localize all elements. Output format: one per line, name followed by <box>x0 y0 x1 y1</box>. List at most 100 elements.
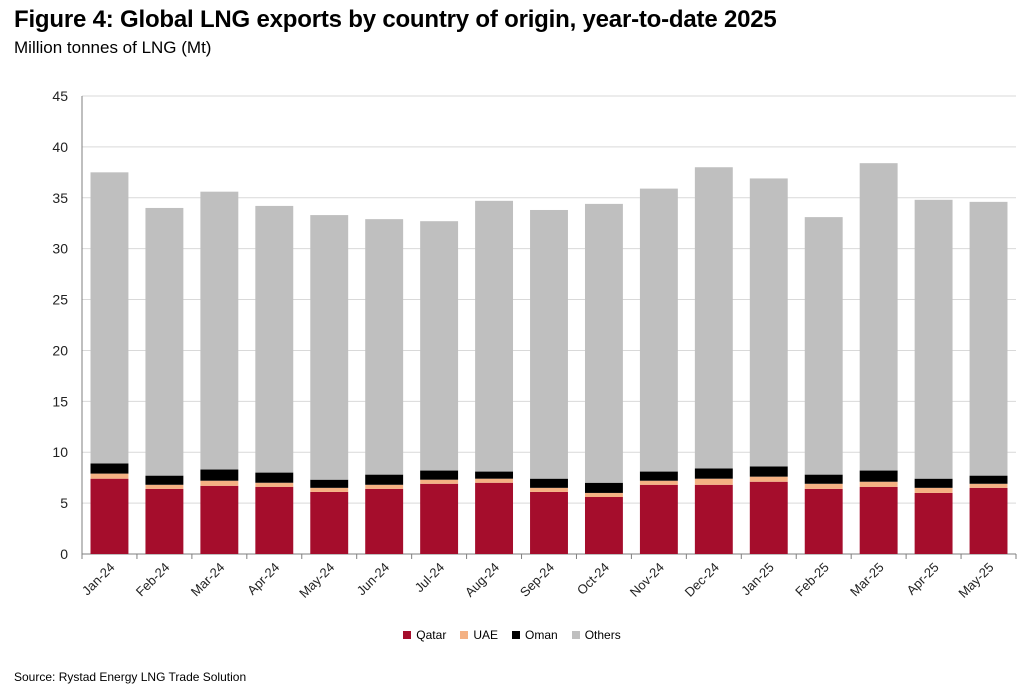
bar-qatar-jan-25 <box>749 481 788 554</box>
source-note: Source: Rystad Energy LNG Trade Solution <box>14 670 247 684</box>
x-tick-label: Sep-24 <box>517 560 557 600</box>
bar-oman-oct-24 <box>584 482 623 493</box>
y-tick-label: 20 <box>52 342 68 358</box>
x-tick-label: Jan-25 <box>738 560 777 599</box>
y-tick-label: 15 <box>52 393 68 409</box>
x-tick-label: Nov-24 <box>627 560 667 600</box>
bar-qatar-may-24 <box>310 491 349 554</box>
bar-others-mar-25 <box>859 163 898 471</box>
y-tick-label: 25 <box>52 292 68 308</box>
bar-qatar-mar-25 <box>859 486 898 554</box>
bar-others-feb-25 <box>804 217 843 475</box>
bar-qatar-apr-25 <box>914 492 953 554</box>
legend-label: Qatar <box>416 628 447 642</box>
bar-qatar-oct-24 <box>584 497 623 554</box>
bar-others-dec-24 <box>694 167 733 469</box>
bar-uae-nov-24 <box>639 480 678 485</box>
x-tick-label: Feb-24 <box>133 560 173 600</box>
bar-qatar-mar-24 <box>200 485 239 554</box>
bar-oman-may-25 <box>969 475 1008 484</box>
x-tick-label: Jun-24 <box>354 560 393 599</box>
x-tick-label: Dec-24 <box>682 560 722 600</box>
x-tick-label: Aug-24 <box>462 560 502 600</box>
bar-uae-mar-24 <box>200 480 239 486</box>
bar-others-jun-24 <box>365 219 404 475</box>
bar-others-feb-24 <box>145 207 184 476</box>
bar-oman-apr-25 <box>914 478 953 488</box>
bar-others-sep-24 <box>530 209 568 479</box>
x-tick-label: Feb-25 <box>792 560 832 600</box>
bar-uae-may-24 <box>310 487 349 492</box>
bar-oman-sep-24 <box>530 478 568 488</box>
bar-others-nov-24 <box>639 188 678 472</box>
bar-others-apr-24 <box>255 205 294 473</box>
bar-oman-jul-24 <box>420 470 459 480</box>
legend-item-qatar: Qatar <box>403 628 446 642</box>
bar-oman-dec-24 <box>694 468 733 479</box>
legend-swatch <box>512 631 520 639</box>
bar-uae-feb-24 <box>145 484 184 489</box>
bar-oman-nov-24 <box>639 471 678 481</box>
bar-qatar-nov-24 <box>639 484 678 554</box>
bar-others-jul-24 <box>420 221 459 471</box>
bar-qatar-dec-24 <box>694 484 733 554</box>
legend-swatch <box>571 631 580 639</box>
chart-subtitle: Million tonnes of LNG (Mt) <box>14 38 212 57</box>
bar-oman-mar-24 <box>200 469 239 481</box>
bar-oman-aug-24 <box>475 471 514 479</box>
chart-legend: Qatar UAE Oman Others <box>0 628 1024 642</box>
bar-uae-oct-24 <box>584 492 623 498</box>
x-tick-label: Jan-24 <box>79 560 118 599</box>
x-tick-label: Apr-25 <box>904 560 942 598</box>
bar-oman-apr-24 <box>255 472 294 483</box>
bar-others-jan-25 <box>749 178 788 467</box>
bar-uae-may-25 <box>969 483 1008 488</box>
bar-uae-sep-24 <box>530 487 568 492</box>
bar-qatar-may-25 <box>969 487 1008 554</box>
bar-oman-jan-24 <box>90 463 129 474</box>
bar-qatar-apr-24 <box>255 486 294 554</box>
bar-oman-feb-24 <box>145 475 184 485</box>
bar-others-oct-24 <box>584 203 623 483</box>
legend-label: Others <box>584 628 621 642</box>
bar-qatar-sep-24 <box>530 491 568 554</box>
bar-others-may-25 <box>969 201 1008 476</box>
y-tick-label: 30 <box>52 241 68 257</box>
y-tick-label: 40 <box>52 139 68 155</box>
bar-others-mar-24 <box>200 191 239 470</box>
y-tick-label: 45 <box>52 88 68 104</box>
bar-oman-jan-25 <box>749 466 788 477</box>
legend-item-oman: Oman <box>512 628 558 642</box>
bar-qatar-jul-24 <box>420 483 459 554</box>
bar-oman-may-24 <box>310 479 349 488</box>
legend-item-uae: UAE <box>460 628 498 642</box>
x-tick-label: Jul-24 <box>412 560 448 596</box>
bar-uae-dec-24 <box>694 478 733 485</box>
bar-qatar-feb-25 <box>804 488 843 554</box>
bar-uae-apr-25 <box>914 487 953 493</box>
legend-label: Oman <box>525 628 558 642</box>
x-tick-label: May-25 <box>955 560 996 601</box>
bar-others-jan-24 <box>90 172 129 464</box>
y-tick-label: 35 <box>52 190 68 206</box>
bar-oman-jun-24 <box>365 474 404 485</box>
bar-uae-aug-24 <box>475 478 514 483</box>
bar-others-may-24 <box>310 215 349 480</box>
x-tick-label: Mar-24 <box>188 560 228 600</box>
bar-qatar-feb-24 <box>145 488 184 554</box>
x-tick-label: Oct-24 <box>574 560 612 598</box>
bar-uae-jan-25 <box>749 476 788 482</box>
legend-swatch <box>460 631 469 639</box>
x-tick-label: Apr-24 <box>244 560 282 598</box>
x-tick-label: Mar-25 <box>847 560 887 600</box>
legend-label: UAE <box>473 628 498 642</box>
bar-qatar-aug-24 <box>475 482 514 554</box>
x-tick-label: May-24 <box>296 560 337 601</box>
bar-uae-jun-24 <box>365 484 404 489</box>
bar-oman-mar-25 <box>859 470 898 482</box>
bar-qatar-jun-24 <box>365 488 404 554</box>
y-tick-label: 5 <box>60 495 68 511</box>
legend-item-others: Others <box>571 628 621 642</box>
bar-uae-mar-25 <box>859 481 898 487</box>
bar-uae-feb-25 <box>804 483 843 489</box>
